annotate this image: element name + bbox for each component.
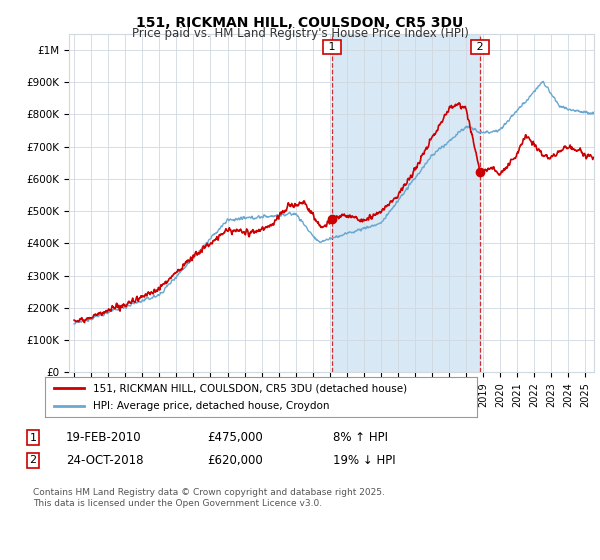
Text: 1: 1 (325, 42, 339, 52)
Text: 2: 2 (29, 455, 37, 465)
Text: 1: 1 (29, 433, 37, 443)
Text: 2: 2 (473, 42, 487, 52)
Text: 24-OCT-2018: 24-OCT-2018 (66, 454, 143, 467)
Text: 8% ↑ HPI: 8% ↑ HPI (333, 431, 388, 445)
Text: £475,000: £475,000 (207, 431, 263, 445)
Text: 19-FEB-2010: 19-FEB-2010 (66, 431, 142, 445)
Text: £620,000: £620,000 (207, 454, 263, 467)
Text: Contains HM Land Registry data © Crown copyright and database right 2025.
This d: Contains HM Land Registry data © Crown c… (33, 488, 385, 508)
Text: 19% ↓ HPI: 19% ↓ HPI (333, 454, 395, 467)
Text: Price paid vs. HM Land Registry's House Price Index (HPI): Price paid vs. HM Land Registry's House … (131, 27, 469, 40)
Text: 151, RICKMAN HILL, COULSDON, CR5 3DU (detached house): 151, RICKMAN HILL, COULSDON, CR5 3DU (de… (92, 383, 407, 393)
Text: 151, RICKMAN HILL, COULSDON, CR5 3DU: 151, RICKMAN HILL, COULSDON, CR5 3DU (136, 16, 464, 30)
Text: HPI: Average price, detached house, Croydon: HPI: Average price, detached house, Croy… (92, 401, 329, 411)
